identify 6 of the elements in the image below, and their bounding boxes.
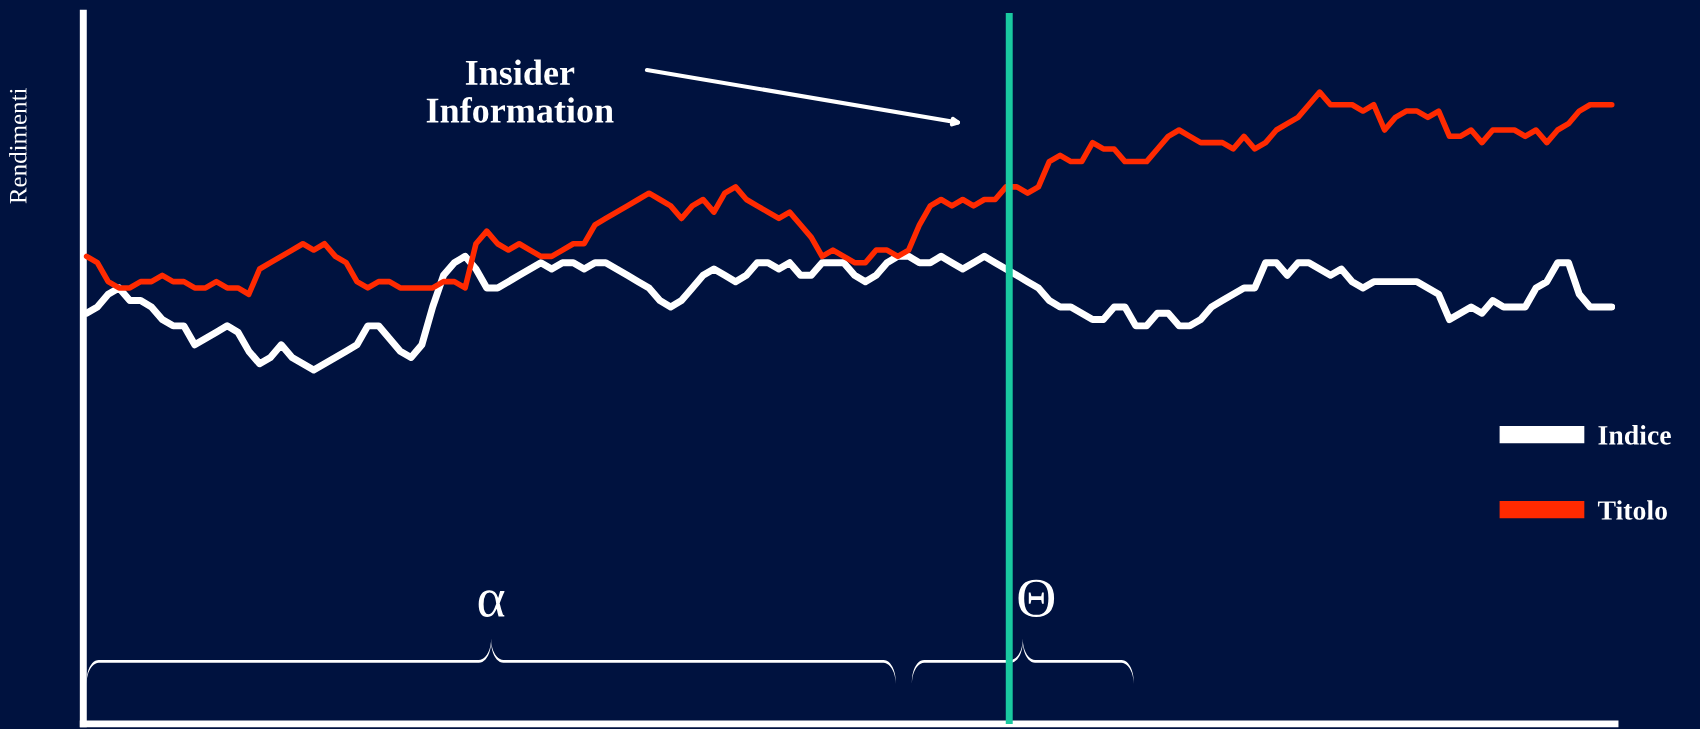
annotation: α [478,590,505,617]
annotation: Θ [1018,579,1055,617]
y-axis-title: Rendimenti [9,87,27,204]
annotation: Insider Information [426,59,614,123]
legend-label: Indice [1598,425,1671,445]
legend-label: Titolo [1597,500,1667,520]
